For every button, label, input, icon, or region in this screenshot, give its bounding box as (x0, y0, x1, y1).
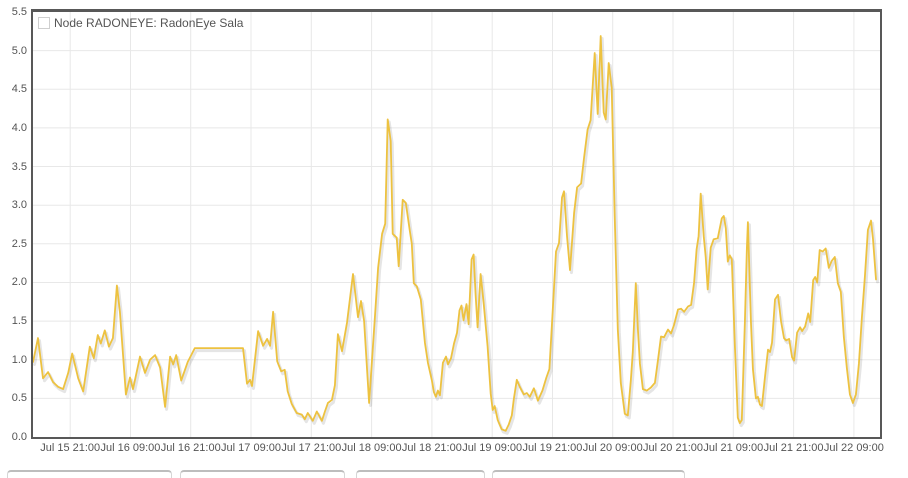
x-tick-label: Jul 16 21:00 (160, 442, 221, 454)
bottom-tab-3[interactable] (356, 470, 485, 478)
y-tick-label: 1.0 (11, 353, 27, 366)
x-tick-label: Jul 17 09:00 (221, 442, 281, 454)
series-label: Node RADONEYE: RadonEye Sala (54, 16, 244, 30)
y-tick-label: 0.0 (11, 431, 27, 443)
x-tick-label: Jul 20 21:00 (643, 442, 703, 454)
y-tick-label: 5.0 (11, 44, 27, 57)
x-tick-label: Jul 16 09:00 (100, 442, 161, 454)
y-tick-label: 2.0 (11, 276, 27, 289)
series-line (33, 35, 877, 432)
x-tick-label: Jul 19 21:00 (522, 442, 583, 454)
y-tick-label: 3.0 (11, 199, 27, 212)
y-tick-label: 4.0 (11, 121, 27, 134)
bottom-tab-2[interactable] (180, 470, 345, 478)
y-tick-label: 2.5 (11, 237, 27, 250)
bottom-tab-4[interactable] (492, 470, 685, 478)
x-tick-label: Jul 22 09:00 (823, 442, 884, 454)
x-tick-label: Jul 17 21:00 (281, 442, 342, 454)
x-tick-label: Jul 15 21:00 (40, 442, 101, 454)
x-tick-label: Jul 19 09:00 (462, 442, 523, 454)
x-tick-label: Jul 20 09:00 (582, 442, 643, 454)
x-tick-label: Jul 21 21:00 (763, 442, 824, 454)
plot-area[interactable]: Node RADONEYE: RadonEye Sala (31, 9, 882, 439)
bottom-tab-1[interactable] (7, 470, 172, 478)
y-tick-label: 1.5 (11, 315, 27, 328)
x-tick-label: Jul 21 09:00 (703, 442, 764, 454)
x-tick-label: Jul 18 09:00 (341, 442, 402, 454)
y-tick-label: 0.5 (11, 392, 27, 405)
y-tick-label: 4.5 (11, 83, 27, 96)
y-tick-label: 3.5 (11, 160, 27, 173)
x-tick-label: Jul 18 21:00 (401, 442, 462, 454)
series-swatch-icon (38, 17, 50, 29)
legend: Node RADONEYE: RadonEye Sala (38, 16, 243, 30)
y-tick-label: 5.5 (11, 6, 27, 18)
line-chart (33, 12, 880, 437)
